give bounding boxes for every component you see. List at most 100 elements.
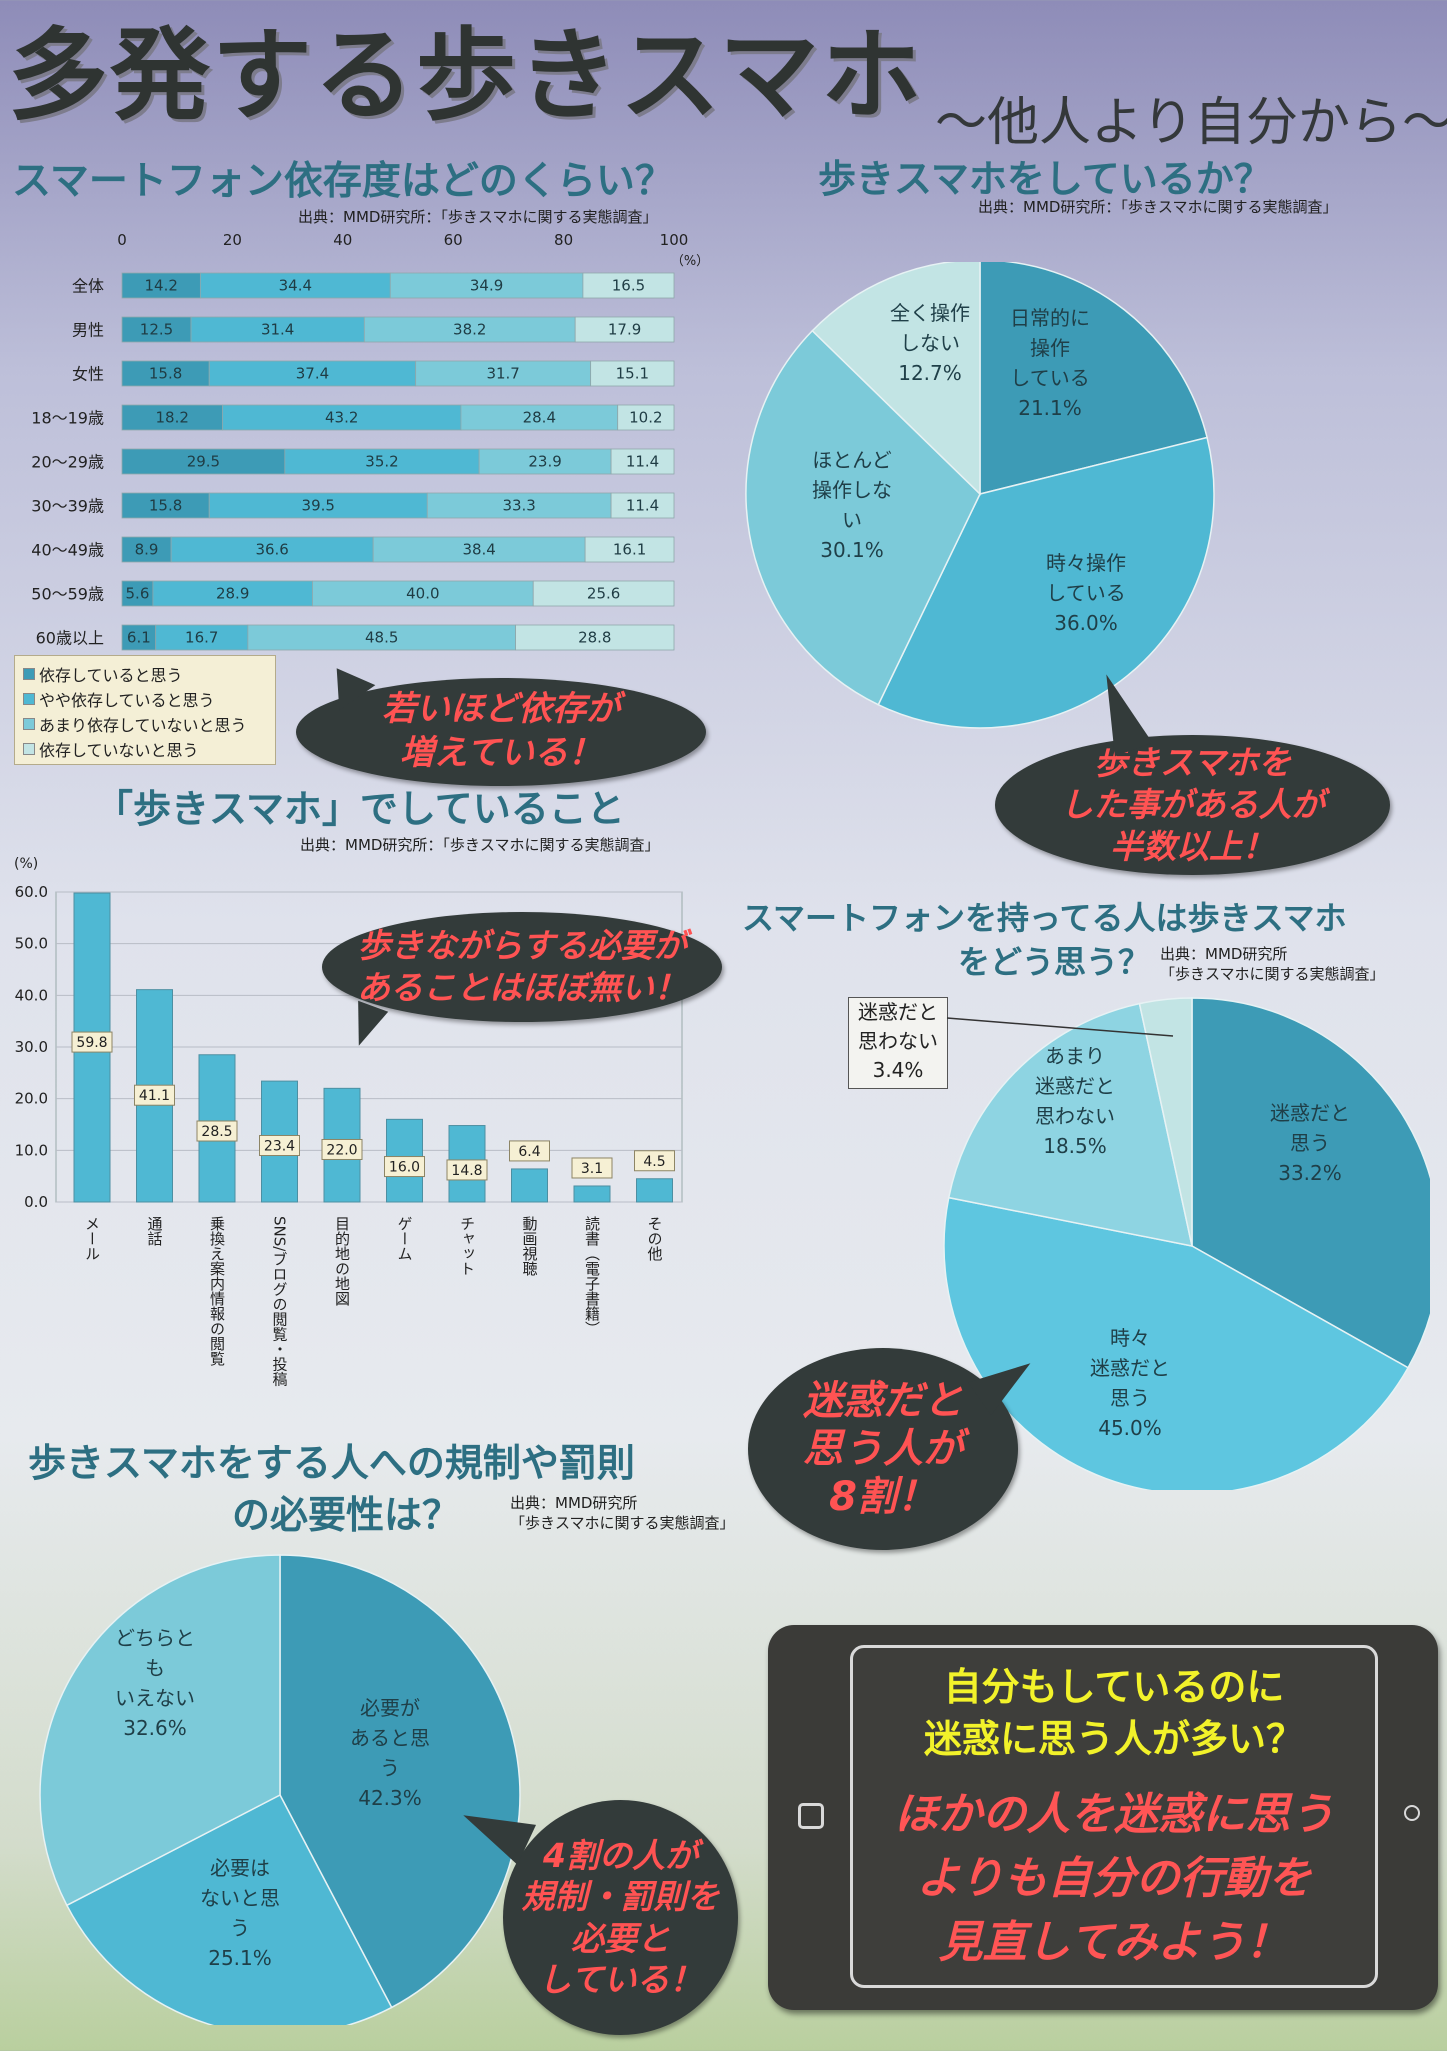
data-label: 15.1 bbox=[616, 365, 649, 383]
pie-label: 33.2% bbox=[1278, 1161, 1342, 1185]
data-label: 38.2 bbox=[453, 321, 486, 339]
data-label: 37.4 bbox=[296, 365, 329, 383]
bar-segment bbox=[121, 580, 154, 607]
pie-label: 迷惑だと bbox=[1035, 1074, 1115, 1098]
bar-segment bbox=[460, 404, 619, 431]
data-label: 36.6 bbox=[255, 541, 288, 559]
y-tick-label: 60.0 bbox=[15, 883, 48, 901]
pie-label: 必要は bbox=[210, 1856, 270, 1880]
bar bbox=[636, 1178, 673, 1203]
data-label-box bbox=[196, 1120, 238, 1142]
activities-chart: (%) 0.0 10.0 20.0 30.0 40.0 50.0 60.0 メール 通話 乗換え案内… bbox=[14, 856, 683, 1387]
data-label: 33.3 bbox=[502, 497, 535, 515]
pie-label: 32.6% bbox=[123, 1716, 187, 1740]
bar-segment bbox=[515, 624, 675, 651]
pie-label: しない bbox=[900, 331, 960, 355]
bubble-forty: 4割の人が 規制・罰則を 必要と している！ bbox=[503, 1800, 738, 2035]
x-category-label: チャット bbox=[458, 1216, 476, 1276]
legend-label: 依存していると思う bbox=[39, 665, 183, 685]
data-label: 3.1 bbox=[581, 1161, 603, 1177]
bar-segment bbox=[121, 360, 210, 387]
legend-item: あまり依存していないと思う bbox=[23, 711, 267, 736]
data-label: 48.5 bbox=[365, 629, 398, 647]
data-label: 41.1 bbox=[139, 1088, 170, 1104]
bar-segment bbox=[372, 536, 586, 563]
pie-slice bbox=[39, 1554, 281, 1907]
data-label: 40.0 bbox=[406, 585, 439, 603]
x-category-label: 動画視聴 bbox=[521, 1216, 539, 1276]
data-label-box bbox=[571, 1157, 613, 1179]
pie-label: あると思 bbox=[350, 1726, 430, 1750]
bar-segment bbox=[415, 360, 592, 387]
x-tick-label: 100 bbox=[660, 231, 689, 249]
pie-slice bbox=[979, 262, 1208, 495]
pie-label: 時々 bbox=[1110, 1326, 1150, 1350]
legend-item: やや依存していると思う bbox=[23, 686, 267, 711]
bar-segment bbox=[208, 360, 417, 387]
tablet-red-line3: 見直してみよう！ bbox=[938, 1917, 1290, 1968]
category-label: 男性 bbox=[72, 321, 104, 340]
pie-slice bbox=[877, 436, 1215, 729]
data-label: 25.6 bbox=[587, 585, 620, 603]
data-label: 12.5 bbox=[140, 321, 173, 339]
pie-slice bbox=[279, 1554, 521, 2009]
data-label: 15.8 bbox=[149, 497, 182, 515]
x-category-label: ゲーム bbox=[396, 1216, 414, 1261]
pie-label: 操作しな bbox=[812, 478, 892, 502]
opinion-callout-box: 迷惑だと 思わない 3.4% bbox=[848, 997, 948, 1089]
pie-label: 迷惑だと bbox=[1090, 1356, 1170, 1380]
pie-label: 思わない bbox=[1035, 1104, 1115, 1128]
opinion-title-line2: をどう思う？ bbox=[958, 943, 1151, 981]
tablet-screen: 自分もしているのに 迷惑に思う人が多い？ ほかの人を迷惑に思う よりも自分の行動… bbox=[850, 1645, 1378, 1988]
bar-segment bbox=[610, 448, 675, 475]
data-label: 14.8 bbox=[451, 1163, 482, 1179]
pie-label: う bbox=[380, 1756, 400, 1780]
pie-slice bbox=[1138, 997, 1193, 1247]
data-label: 23.4 bbox=[264, 1139, 295, 1155]
legend-item: 依存していないと思う bbox=[23, 736, 267, 761]
category-label: 50～59歳 bbox=[31, 585, 104, 604]
bar-segment bbox=[532, 580, 675, 607]
pie-label: 時々操作 bbox=[1046, 551, 1126, 575]
data-label: 23.9 bbox=[528, 453, 561, 471]
data-label-box bbox=[321, 1138, 363, 1160]
pie-label: 必要が bbox=[360, 1696, 420, 1720]
category-label: 40～49歳 bbox=[31, 541, 104, 560]
data-label: 14.2 bbox=[144, 277, 177, 295]
category-label: 全体 bbox=[72, 277, 104, 296]
tablet-camera-icon bbox=[1404, 1805, 1420, 1821]
data-label-box bbox=[134, 1084, 175, 1106]
bar-segment bbox=[574, 316, 675, 343]
bar-segment bbox=[363, 316, 576, 343]
walking-pie: 日常的に操作している21.1%時々操作している36.0%ほとんど操作しない30.… bbox=[745, 262, 1215, 729]
data-label: 17.9 bbox=[608, 321, 641, 339]
pie-label: 21.1% bbox=[1018, 396, 1082, 420]
data-label: 11.4 bbox=[626, 453, 659, 471]
category-label: 女性 bbox=[72, 365, 104, 384]
data-label: 31.7 bbox=[486, 365, 519, 383]
pie-label: 42.3% bbox=[358, 1786, 422, 1810]
y-tick-label: 40.0 bbox=[15, 986, 48, 1004]
x-category-label: 乗換え案内情報の閲覧 bbox=[208, 1216, 226, 1367]
pie-label: 迷惑だと bbox=[1270, 1101, 1350, 1125]
dependency-title: スマートフォン依存度はどのくらい？ bbox=[12, 159, 674, 204]
data-label: 35.2 bbox=[365, 453, 398, 471]
x-category-label: メール bbox=[83, 1216, 101, 1261]
pie-slice bbox=[947, 1002, 1193, 1247]
data-label: 18.2 bbox=[156, 409, 189, 427]
pie-label: 36.0% bbox=[1054, 611, 1118, 635]
bubble-eighty: 迷惑だと 思う人が 8割！ bbox=[748, 1348, 1018, 1550]
data-label: 29.5 bbox=[187, 453, 220, 471]
data-label: 6.1 bbox=[127, 629, 151, 647]
legend-label: あまり依存していないと思う bbox=[39, 715, 247, 735]
bar-segment bbox=[590, 360, 675, 387]
pie-label: 12.7% bbox=[898, 361, 962, 385]
pie-label: 18.5% bbox=[1043, 1134, 1107, 1158]
data-label: 22.0 bbox=[326, 1142, 357, 1158]
bar-segment bbox=[478, 448, 612, 475]
x-category-label: 読書（電子書籍） bbox=[583, 1216, 601, 1336]
pie-label: している bbox=[1046, 581, 1125, 605]
bar-segment bbox=[121, 624, 157, 651]
